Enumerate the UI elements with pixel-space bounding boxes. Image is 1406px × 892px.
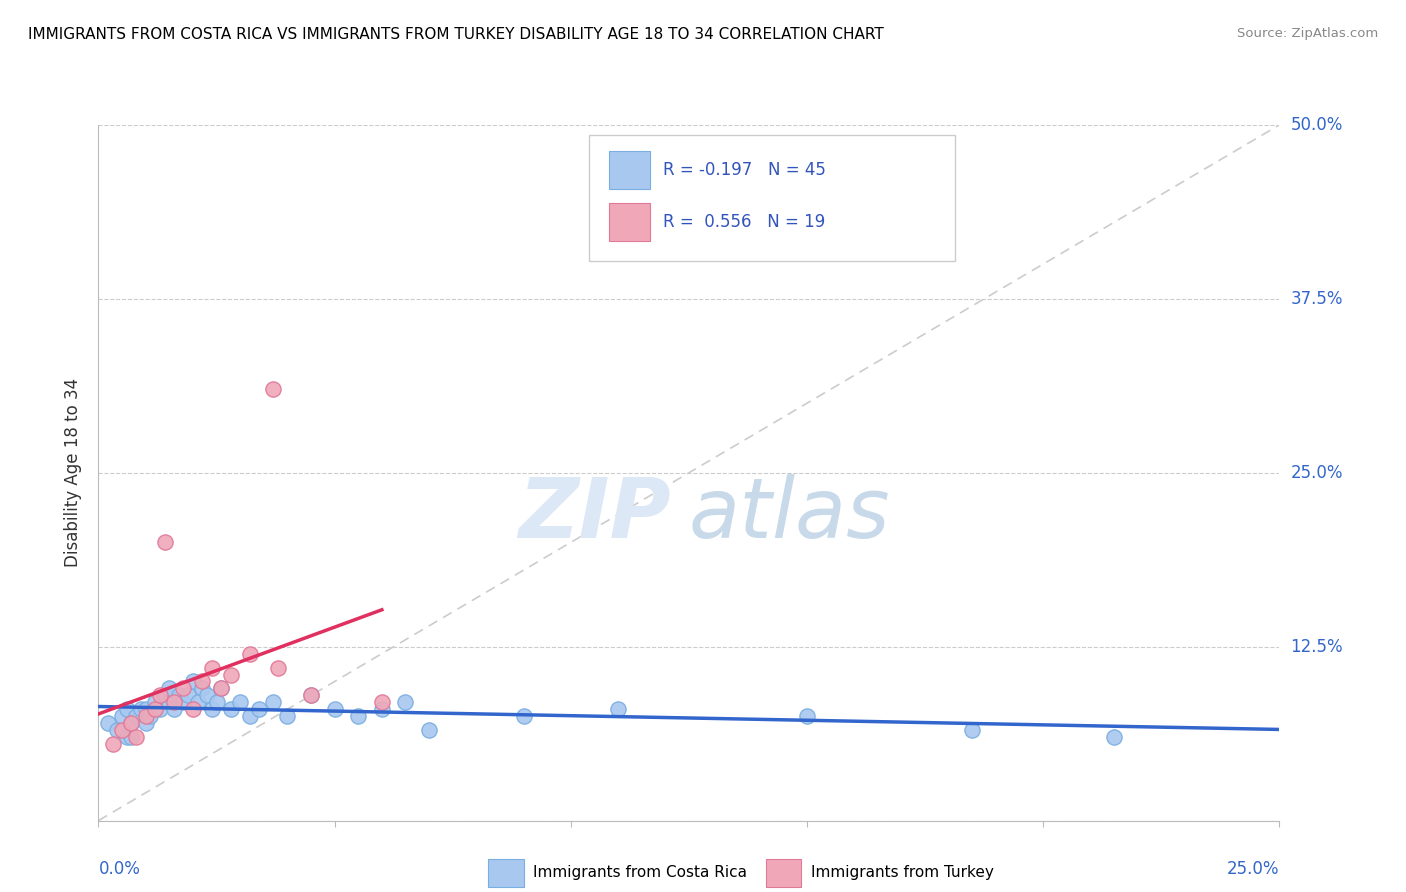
Text: R =  0.556   N = 19: R = 0.556 N = 19	[664, 213, 825, 231]
Point	[201, 702, 224, 716]
Point	[149, 702, 172, 716]
FancyBboxPatch shape	[766, 859, 801, 887]
Point	[209, 681, 232, 696]
Point	[172, 681, 194, 696]
Point	[187, 695, 209, 709]
Point	[219, 702, 242, 716]
Point	[111, 723, 134, 738]
Point	[181, 702, 204, 716]
Text: R = -0.197   N = 45: R = -0.197 N = 45	[664, 161, 825, 179]
Point	[262, 382, 284, 396]
Point	[418, 723, 440, 738]
Point	[139, 709, 162, 723]
Text: 0.0%: 0.0%	[98, 860, 141, 878]
Point	[181, 674, 204, 689]
Point	[121, 730, 143, 744]
Point	[205, 695, 228, 709]
Point	[239, 709, 262, 723]
Point	[512, 709, 534, 723]
Point	[299, 689, 322, 703]
Point	[125, 730, 148, 744]
Point	[347, 709, 370, 723]
Text: 25.0%: 25.0%	[1291, 464, 1343, 482]
Point	[607, 702, 630, 716]
Point	[262, 695, 284, 709]
Point	[143, 695, 166, 709]
Point	[115, 730, 138, 744]
Point	[371, 695, 394, 709]
Text: ZIP: ZIP	[519, 474, 671, 555]
Point	[135, 702, 157, 716]
Point	[115, 702, 138, 716]
FancyBboxPatch shape	[488, 859, 523, 887]
Text: Immigrants from Turkey: Immigrants from Turkey	[811, 865, 994, 880]
Point	[394, 695, 416, 709]
Point	[121, 716, 143, 731]
Text: Immigrants from Costa Rica: Immigrants from Costa Rica	[533, 865, 747, 880]
Text: IMMIGRANTS FROM COSTA RICA VS IMMIGRANTS FROM TURKEY DISABILITY AGE 18 TO 34 COR: IMMIGRANTS FROM COSTA RICA VS IMMIGRANTS…	[28, 27, 884, 42]
Point	[163, 702, 186, 716]
Point	[209, 681, 232, 696]
Point	[299, 689, 322, 703]
Text: 12.5%: 12.5%	[1291, 638, 1343, 656]
Point	[371, 702, 394, 716]
Point	[195, 689, 218, 703]
Point	[105, 723, 128, 738]
Text: atlas: atlas	[689, 474, 890, 555]
Point	[191, 681, 214, 696]
Point	[111, 709, 134, 723]
Point	[177, 689, 200, 703]
Point	[143, 702, 166, 716]
Text: 50.0%: 50.0%	[1291, 116, 1343, 134]
Point	[1102, 730, 1125, 744]
FancyBboxPatch shape	[589, 136, 955, 260]
Text: 37.5%: 37.5%	[1291, 290, 1343, 308]
Point	[267, 660, 290, 674]
Point	[125, 709, 148, 723]
Text: 25.0%: 25.0%	[1227, 860, 1279, 878]
Point	[323, 702, 346, 716]
Point	[191, 674, 214, 689]
Y-axis label: Disability Age 18 to 34: Disability Age 18 to 34	[65, 378, 83, 567]
Point	[101, 737, 124, 751]
Point	[962, 723, 984, 738]
Point	[276, 709, 298, 723]
Point	[153, 689, 176, 703]
Point	[229, 695, 252, 709]
Text: Source: ZipAtlas.com: Source: ZipAtlas.com	[1237, 27, 1378, 40]
Point	[796, 709, 818, 723]
FancyBboxPatch shape	[609, 203, 650, 242]
Point	[97, 716, 120, 731]
Point	[157, 681, 180, 696]
Point	[129, 702, 152, 716]
Point	[157, 695, 180, 709]
Point	[149, 689, 172, 703]
Point	[172, 695, 194, 709]
Point	[163, 695, 186, 709]
Point	[135, 709, 157, 723]
Point	[121, 716, 143, 731]
Point	[153, 535, 176, 549]
Point	[219, 667, 242, 681]
Point	[167, 689, 190, 703]
Point	[247, 702, 270, 716]
Point	[239, 647, 262, 661]
FancyBboxPatch shape	[609, 151, 650, 189]
Point	[201, 660, 224, 674]
Point	[135, 716, 157, 731]
